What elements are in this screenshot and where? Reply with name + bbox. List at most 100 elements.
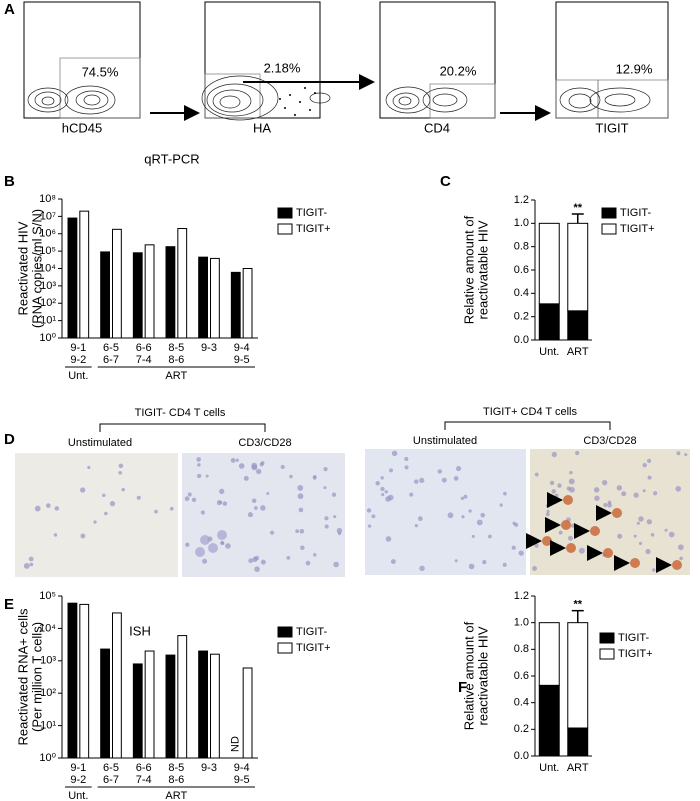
y-tick-label: 10⁰ bbox=[39, 332, 56, 344]
bar bbox=[177, 635, 188, 759]
cell bbox=[453, 476, 459, 481]
x-tick-label: 7-4 bbox=[136, 774, 152, 786]
cell bbox=[419, 477, 425, 483]
cell bbox=[196, 457, 201, 462]
cell bbox=[333, 515, 337, 519]
y-tick-label: 10⁸ bbox=[39, 193, 56, 205]
flow-panel: 74.5% hCD45 2.18% HA 20.2% CD4 12.9% bbox=[23, 1, 669, 135]
panel-letter: E bbox=[4, 596, 14, 613]
cell bbox=[652, 568, 656, 572]
cell bbox=[220, 540, 225, 545]
cell bbox=[154, 509, 158, 514]
cell bbox=[677, 544, 684, 551]
cell bbox=[252, 556, 258, 562]
cell bbox=[253, 506, 258, 510]
cell bbox=[404, 465, 409, 470]
bar-segment bbox=[538, 222, 560, 305]
cell bbox=[468, 563, 475, 570]
condition-label: CD3/CD28 bbox=[238, 437, 291, 449]
cell bbox=[336, 527, 343, 534]
cell bbox=[617, 533, 623, 539]
cell bbox=[545, 503, 550, 508]
cell bbox=[568, 535, 573, 541]
cell bbox=[136, 495, 141, 500]
cell bbox=[551, 489, 557, 494]
cell bbox=[219, 488, 225, 495]
x-tick-label: 9-4 bbox=[234, 762, 250, 774]
cell bbox=[251, 498, 257, 504]
x-tick-label: 6-6 bbox=[136, 762, 152, 774]
y-tick-label: 10¹ bbox=[40, 315, 56, 327]
cell bbox=[324, 516, 329, 521]
cell bbox=[366, 508, 372, 513]
bar-segment bbox=[538, 303, 560, 341]
cell bbox=[256, 468, 262, 475]
cell bbox=[205, 474, 209, 478]
cell bbox=[601, 479, 608, 486]
y-tick-label: 1.2 bbox=[514, 194, 529, 206]
cell bbox=[53, 533, 58, 537]
cell bbox=[545, 512, 550, 517]
cell bbox=[569, 470, 573, 475]
cell bbox=[532, 566, 538, 571]
cell bbox=[463, 494, 468, 499]
y-tick-label: 10⁴ bbox=[39, 622, 56, 634]
x-tick-label: 9-3 bbox=[201, 762, 217, 774]
cell bbox=[456, 465, 462, 472]
y-tick-label: 0.6 bbox=[514, 670, 529, 682]
x-tick-label: 6-6 bbox=[136, 342, 152, 354]
cell bbox=[574, 450, 580, 456]
cell bbox=[286, 556, 291, 560]
cell bbox=[380, 486, 385, 492]
axis-label: HA bbox=[253, 120, 271, 135]
legend-swatch bbox=[601, 223, 617, 235]
cell bbox=[104, 511, 108, 516]
axis-label: CD4 bbox=[424, 120, 450, 135]
condition-label: Unstimulated bbox=[68, 437, 132, 449]
cell bbox=[109, 500, 116, 507]
chart: Relative amount of reactivatable HIV 0.0 0.… bbox=[461, 194, 654, 358]
cell bbox=[260, 505, 266, 511]
cell bbox=[668, 531, 675, 538]
bar bbox=[210, 653, 220, 759]
cell bbox=[337, 531, 342, 536]
cell bbox=[333, 561, 339, 568]
condition-label: Unstimulated bbox=[413, 435, 477, 447]
cell bbox=[235, 458, 239, 462]
cell bbox=[633, 492, 639, 498]
bar bbox=[165, 246, 176, 339]
bar-segment bbox=[567, 222, 589, 312]
cell bbox=[638, 516, 644, 522]
x-tick-label: 7-4 bbox=[136, 354, 152, 366]
bar bbox=[79, 210, 90, 339]
bar-segment bbox=[538, 684, 560, 757]
cell bbox=[118, 470, 123, 475]
x-tick-label: 9-4 bbox=[234, 342, 250, 354]
x-tick-label: 8-6 bbox=[168, 354, 184, 366]
cell bbox=[512, 521, 516, 525]
cell bbox=[197, 463, 201, 467]
x-tick-label: 6-7 bbox=[103, 354, 119, 366]
cell bbox=[476, 519, 483, 526]
cell bbox=[676, 451, 681, 456]
bar-segment bbox=[567, 622, 589, 729]
cell bbox=[196, 473, 202, 479]
cell bbox=[390, 559, 396, 565]
y-tick-label: 0.0 bbox=[514, 334, 529, 346]
cell bbox=[34, 505, 41, 512]
group-label: ART bbox=[165, 370, 187, 382]
legend-swatch bbox=[277, 207, 293, 219]
flow-plot: 74.5% hCD45 bbox=[23, 1, 141, 135]
cell bbox=[266, 491, 270, 496]
cell bbox=[653, 491, 658, 496]
bar bbox=[132, 252, 143, 339]
y-tick-label: 0.4 bbox=[514, 287, 529, 299]
y-axis-label: Relative amount of bbox=[461, 215, 476, 324]
cell bbox=[299, 528, 305, 534]
legend-label: TIGIT- bbox=[296, 207, 328, 219]
cell bbox=[381, 492, 385, 497]
y-axis-label: (Per million T cells) bbox=[29, 622, 44, 732]
cell bbox=[534, 472, 539, 477]
cell bbox=[184, 496, 190, 502]
